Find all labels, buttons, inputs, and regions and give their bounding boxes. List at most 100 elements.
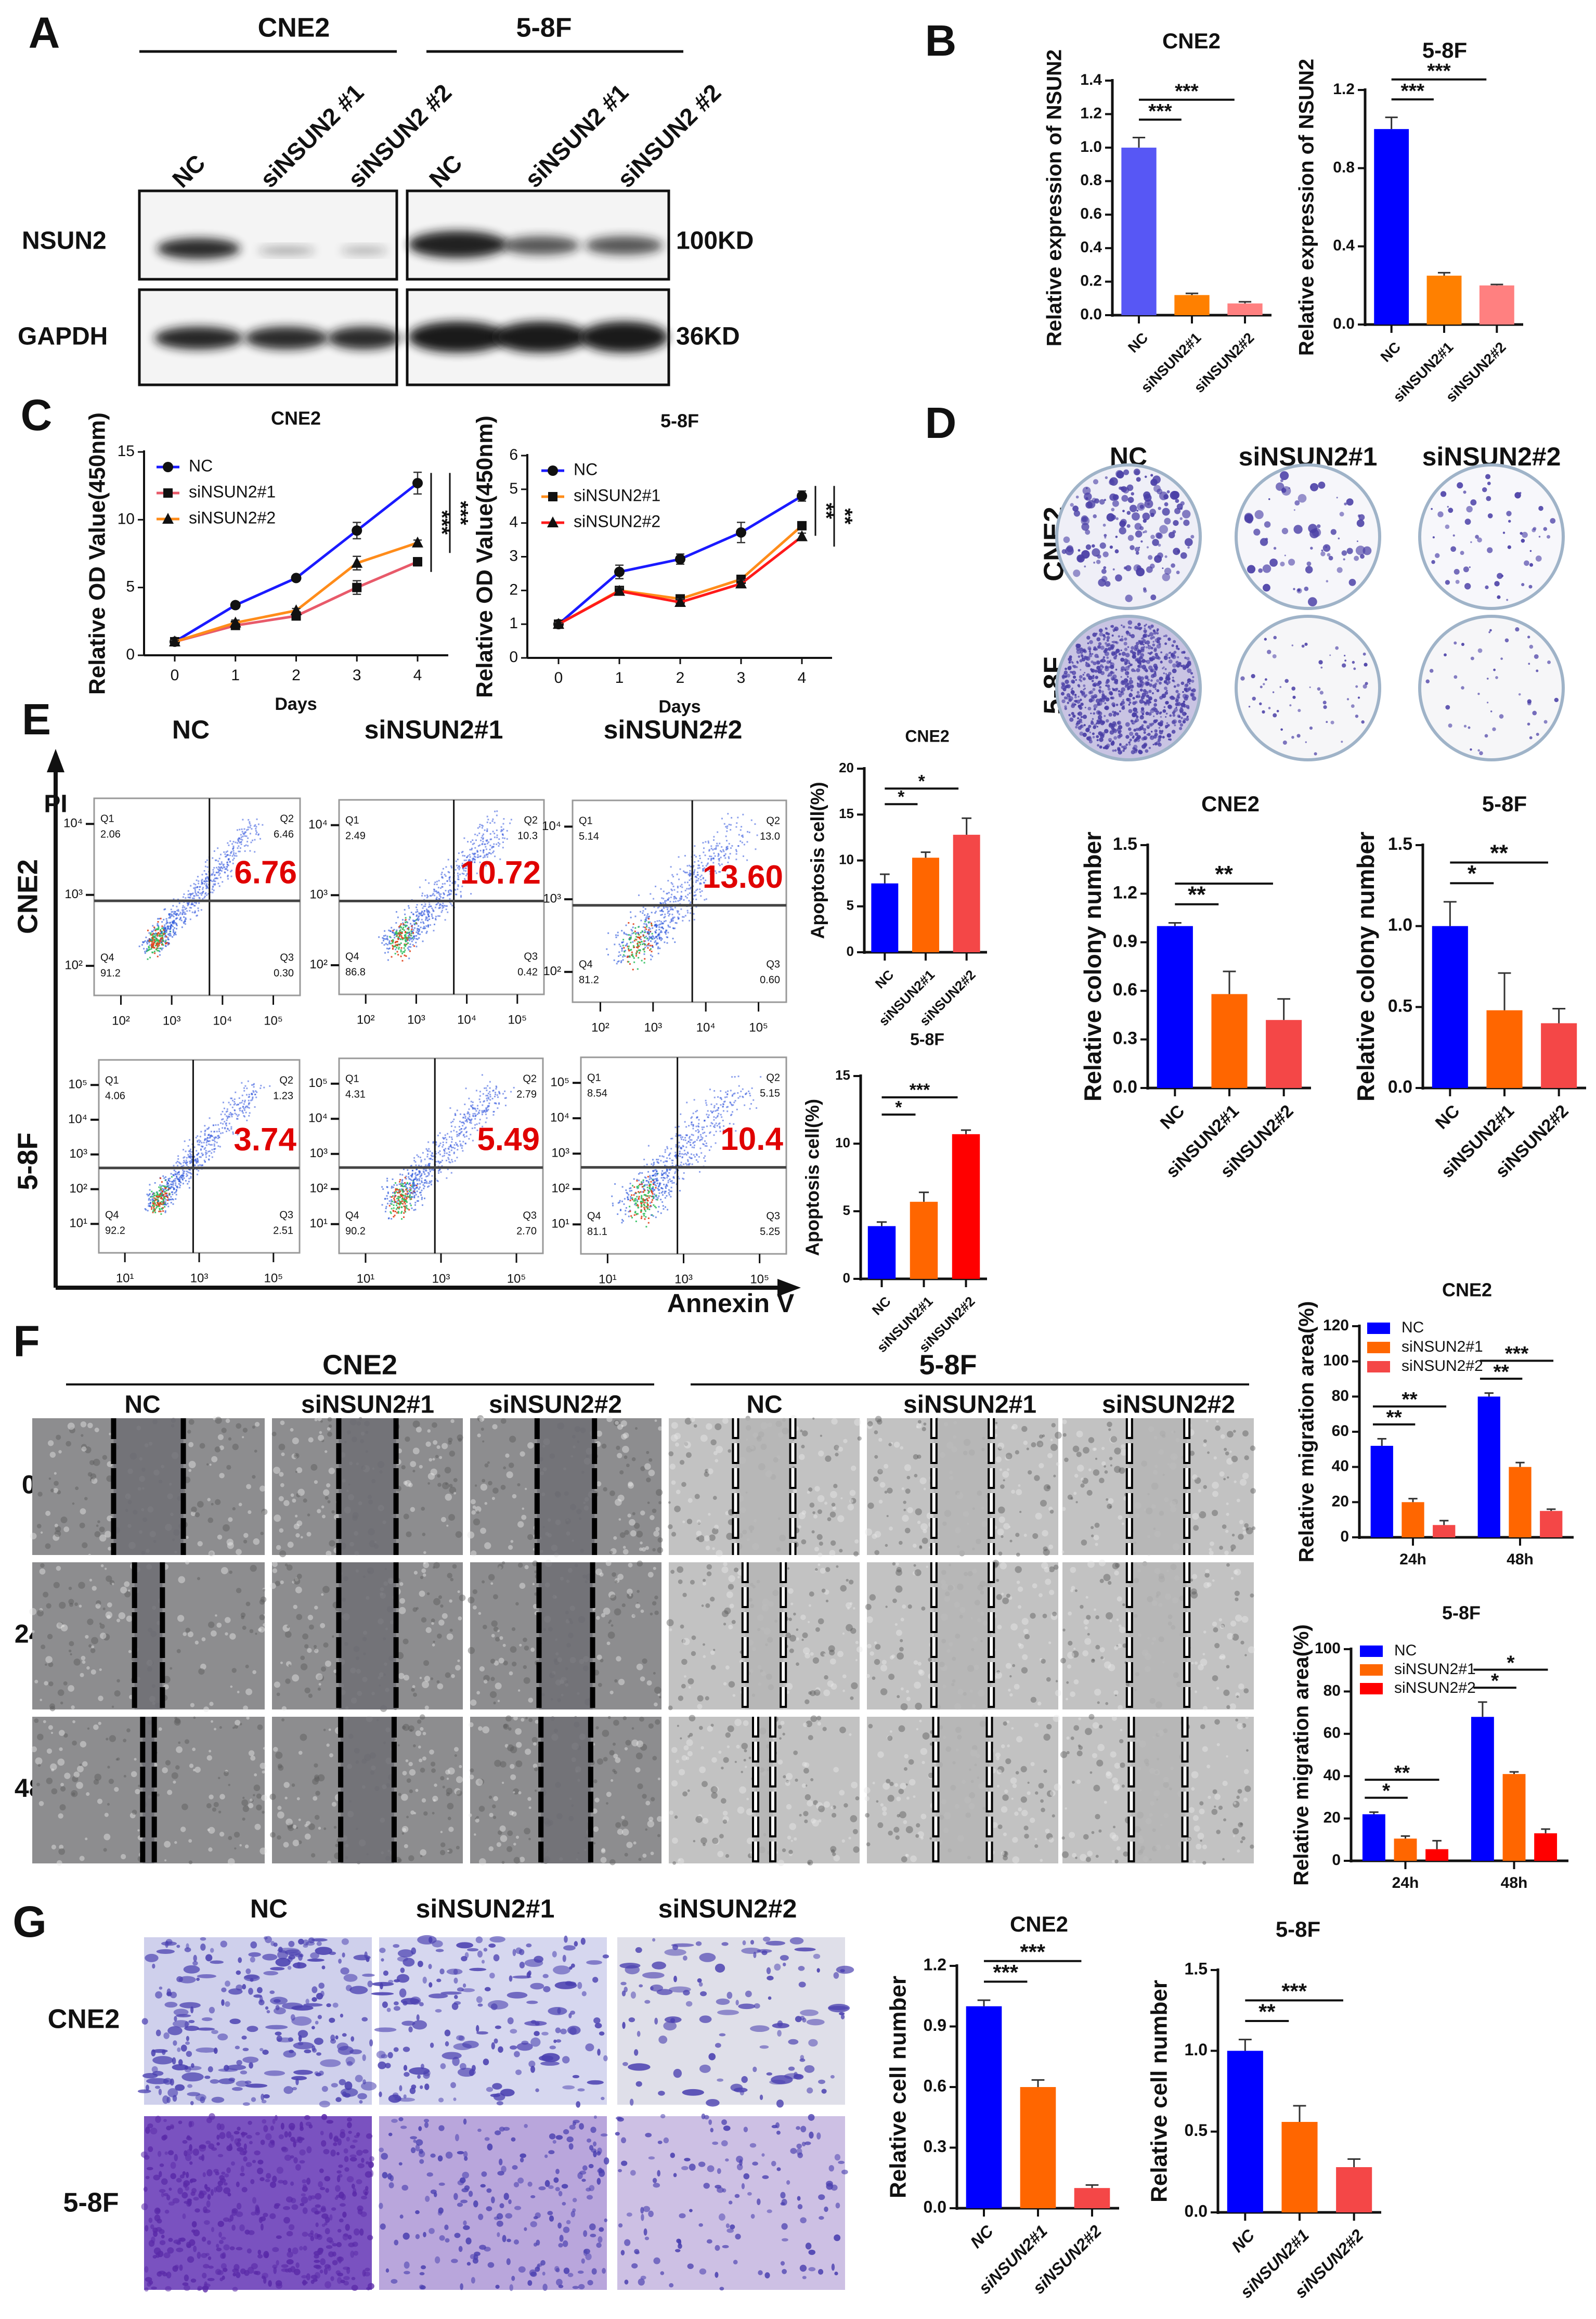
event-dot <box>382 937 384 939</box>
colony <box>1143 531 1145 534</box>
event-dot <box>472 858 474 860</box>
event-dot <box>616 963 618 965</box>
colony <box>1156 632 1159 635</box>
event-dot <box>218 869 220 871</box>
event-dot <box>153 939 155 941</box>
event-dot <box>226 861 228 863</box>
x-axis-label: Days <box>658 697 700 717</box>
event-dot <box>489 845 491 847</box>
colony <box>1164 567 1172 575</box>
colony <box>1121 706 1125 710</box>
event-dot <box>479 1101 482 1103</box>
event-dot <box>197 895 199 897</box>
event-dot <box>677 887 679 889</box>
event-dot <box>487 843 489 845</box>
event-dot <box>233 857 235 859</box>
colony <box>1165 716 1167 718</box>
event-dot <box>484 854 486 857</box>
significance-label: *** <box>1175 80 1199 102</box>
event-dot <box>153 1207 155 1209</box>
event-dot <box>198 880 200 882</box>
event-dot <box>173 923 175 925</box>
event-dot <box>450 1149 452 1151</box>
colony <box>1067 702 1070 704</box>
event-dot <box>638 926 640 928</box>
event-dot <box>502 823 504 825</box>
event-dot <box>636 950 638 952</box>
event-dot <box>689 864 691 866</box>
colony <box>1188 678 1190 681</box>
event-dot <box>462 1141 464 1143</box>
event-dot <box>202 891 204 893</box>
colony <box>1114 549 1119 553</box>
event-dot <box>484 1087 486 1089</box>
colony <box>1165 702 1169 705</box>
colony <box>1149 657 1152 660</box>
event-dot <box>198 902 200 904</box>
event-dot <box>166 1202 168 1204</box>
event-dot <box>151 939 153 941</box>
colony <box>1158 743 1162 747</box>
colony <box>1122 749 1125 752</box>
event-dot <box>399 1196 401 1198</box>
event-dot <box>442 1144 444 1146</box>
colony <box>1323 705 1327 709</box>
colony <box>1149 723 1151 726</box>
colony <box>1344 655 1346 657</box>
event-dot <box>158 935 160 937</box>
event-dot <box>146 950 148 952</box>
event-dot <box>187 1145 189 1147</box>
colony <box>1142 639 1146 643</box>
event-dot <box>725 835 727 837</box>
event-dot <box>730 847 732 849</box>
event-dot <box>245 1094 248 1096</box>
event-dot <box>658 920 660 922</box>
event-dot <box>218 1130 220 1132</box>
event-dot <box>466 873 468 875</box>
event-dot <box>159 1205 161 1207</box>
event-dot <box>421 1182 423 1184</box>
colony <box>1470 748 1472 751</box>
y-tick-label: 1.0 <box>1388 915 1412 935</box>
colony <box>1134 523 1142 530</box>
colony <box>1309 726 1313 730</box>
x-tick-label: 4 <box>413 667 422 684</box>
colony <box>1070 503 1074 507</box>
event-dot <box>197 1164 199 1167</box>
colony <box>1178 727 1183 730</box>
colony <box>1093 479 1099 485</box>
colony <box>1528 585 1533 589</box>
event-dot <box>436 880 438 883</box>
event-dot <box>168 917 170 919</box>
event-dot <box>232 847 235 849</box>
event-dot <box>407 942 409 944</box>
colony <box>1110 665 1114 669</box>
colony <box>1527 701 1532 706</box>
event-dot <box>494 1102 496 1104</box>
colony <box>1140 696 1144 699</box>
event-dot <box>445 908 447 910</box>
y-tick-label: 10³ <box>69 1147 87 1161</box>
event-dot <box>717 831 719 833</box>
event-dot <box>219 1146 221 1148</box>
colony <box>1122 699 1124 701</box>
event-dot <box>160 1213 162 1215</box>
event-dot <box>407 939 409 941</box>
colony <box>1119 520 1126 527</box>
event-dot <box>463 873 465 875</box>
event-dot <box>681 916 683 918</box>
event-dot <box>455 860 457 862</box>
event-dot <box>393 929 395 931</box>
event-dot <box>626 944 628 946</box>
event-dot <box>400 923 402 925</box>
colony <box>1440 491 1447 497</box>
panel-label-d: D <box>925 398 957 447</box>
event-dot <box>622 944 624 947</box>
colony <box>1137 623 1141 627</box>
event-dot <box>445 905 447 907</box>
legend-marker <box>548 465 558 476</box>
event-dot <box>164 941 166 943</box>
colony <box>1148 690 1152 693</box>
event-dot <box>153 926 155 928</box>
colony <box>1127 727 1132 731</box>
